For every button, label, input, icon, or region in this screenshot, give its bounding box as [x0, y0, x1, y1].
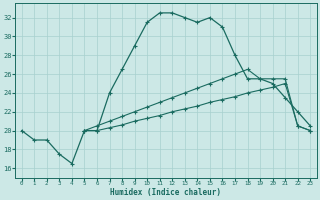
- X-axis label: Humidex (Indice chaleur): Humidex (Indice chaleur): [110, 188, 221, 197]
